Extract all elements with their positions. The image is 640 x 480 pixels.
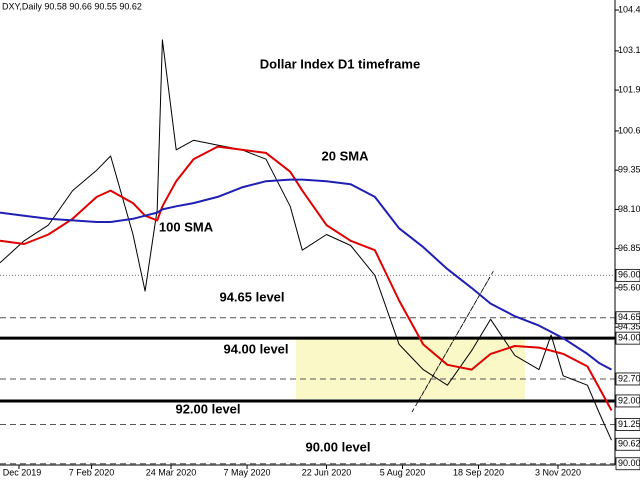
annotation: 20 SMA <box>322 148 370 163</box>
annotation: 92.00 level <box>175 401 240 416</box>
channel-line <box>417 269 495 403</box>
y-tick-label: 98.10 <box>618 204 640 214</box>
level-label: 90.00 <box>618 458 640 468</box>
x-tick-label: 7 May 2020 <box>224 467 271 477</box>
level-label-box <box>615 372 640 386</box>
y-tick-label: 96.85 <box>618 243 640 253</box>
annotation: 94.65 level <box>219 289 284 304</box>
y-tick-label: 100.60 <box>618 125 640 135</box>
x-tick-label: 24 Mar 2020 <box>146 467 197 477</box>
x-tick-label: 5 Aug 2020 <box>380 467 426 477</box>
x-tick-label: 7 Feb 2020 <box>69 467 115 477</box>
annotation: 100 SMA <box>159 219 214 234</box>
level-label: 92.00 <box>618 395 640 405</box>
level-label: 94.65 <box>618 312 640 322</box>
level-label: 92.70 <box>618 373 640 383</box>
plot-area <box>0 39 615 465</box>
series-line <box>0 178 612 371</box>
x-tick-label: 18 Sep 2020 <box>453 467 504 477</box>
y-tick-label: 95.60 <box>618 282 640 292</box>
level-label-box <box>615 394 640 408</box>
level-label-box <box>615 457 640 471</box>
series-line <box>0 39 612 441</box>
consolidation-zone <box>296 337 525 399</box>
y-tick-label: 103.15 <box>618 45 640 55</box>
level-label: 96.00 <box>618 270 640 280</box>
level-label: 91.25 <box>618 419 640 429</box>
x-tick-label: 3 Nov 2020 <box>535 467 581 477</box>
level-label: 90.62 <box>618 439 640 449</box>
level-label-box <box>615 331 640 345</box>
annotation: 90.00 level <box>305 439 370 454</box>
level-label-box <box>615 437 640 451</box>
y-tick-label: 104.45 <box>618 4 640 14</box>
level-label: 94.00 <box>618 333 640 343</box>
level-label-box <box>615 311 640 325</box>
x-tick-label: 22 Jun 2020 <box>302 467 352 477</box>
y-tick-label: 101.90 <box>618 84 640 94</box>
y-tick-label: 99.35 <box>618 165 640 175</box>
annotation: Dollar Index D1 timeframe <box>260 56 420 71</box>
y-tick-label: 94.35 <box>618 322 640 332</box>
level-label-box <box>615 268 640 282</box>
series-line <box>0 145 613 411</box>
x-tick-label: Dec 2019 <box>3 467 42 477</box>
chart-header: DXY,Daily 90.58 90.66 90.55 90.62 <box>2 1 142 11</box>
level-label-box <box>615 418 640 431</box>
annotation: 94.00 level <box>223 341 288 356</box>
